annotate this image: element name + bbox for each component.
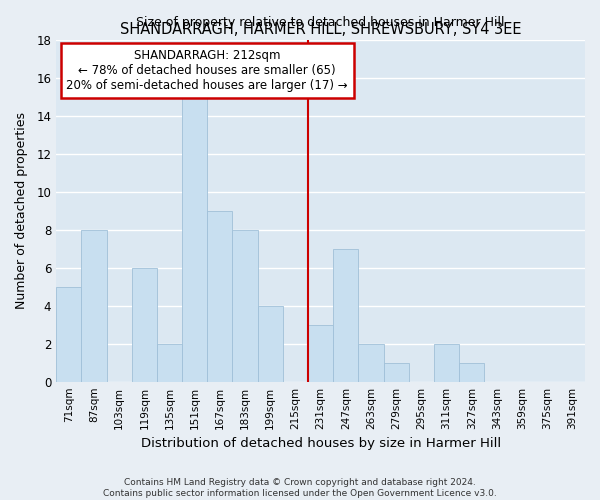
Text: Size of property relative to detached houses in Harmer Hill: Size of property relative to detached ho… bbox=[136, 16, 505, 30]
Bar bbox=[434, 344, 459, 382]
Bar bbox=[383, 362, 409, 382]
Text: Contains HM Land Registry data © Crown copyright and database right 2024.
Contai: Contains HM Land Registry data © Crown c… bbox=[103, 478, 497, 498]
Bar bbox=[333, 248, 358, 382]
X-axis label: Distribution of detached houses by size in Harmer Hill: Distribution of detached houses by size … bbox=[140, 437, 500, 450]
Bar bbox=[157, 344, 182, 382]
Bar bbox=[56, 286, 82, 382]
Bar bbox=[257, 306, 283, 382]
Bar bbox=[207, 210, 232, 382]
Bar bbox=[132, 268, 157, 382]
Y-axis label: Number of detached properties: Number of detached properties bbox=[15, 112, 28, 309]
Bar bbox=[358, 344, 383, 382]
Text: SHANDARRAGH: 212sqm
← 78% of detached houses are smaller (65)
20% of semi-detach: SHANDARRAGH: 212sqm ← 78% of detached ho… bbox=[67, 49, 348, 92]
Bar bbox=[82, 230, 107, 382]
Bar bbox=[232, 230, 257, 382]
Bar bbox=[459, 362, 484, 382]
Title: SHANDARRAGH, HARMER HILL, SHREWSBURY, SY4 3EE: SHANDARRAGH, HARMER HILL, SHREWSBURY, SY… bbox=[120, 22, 521, 37]
Bar bbox=[182, 96, 207, 382]
Bar bbox=[308, 324, 333, 382]
